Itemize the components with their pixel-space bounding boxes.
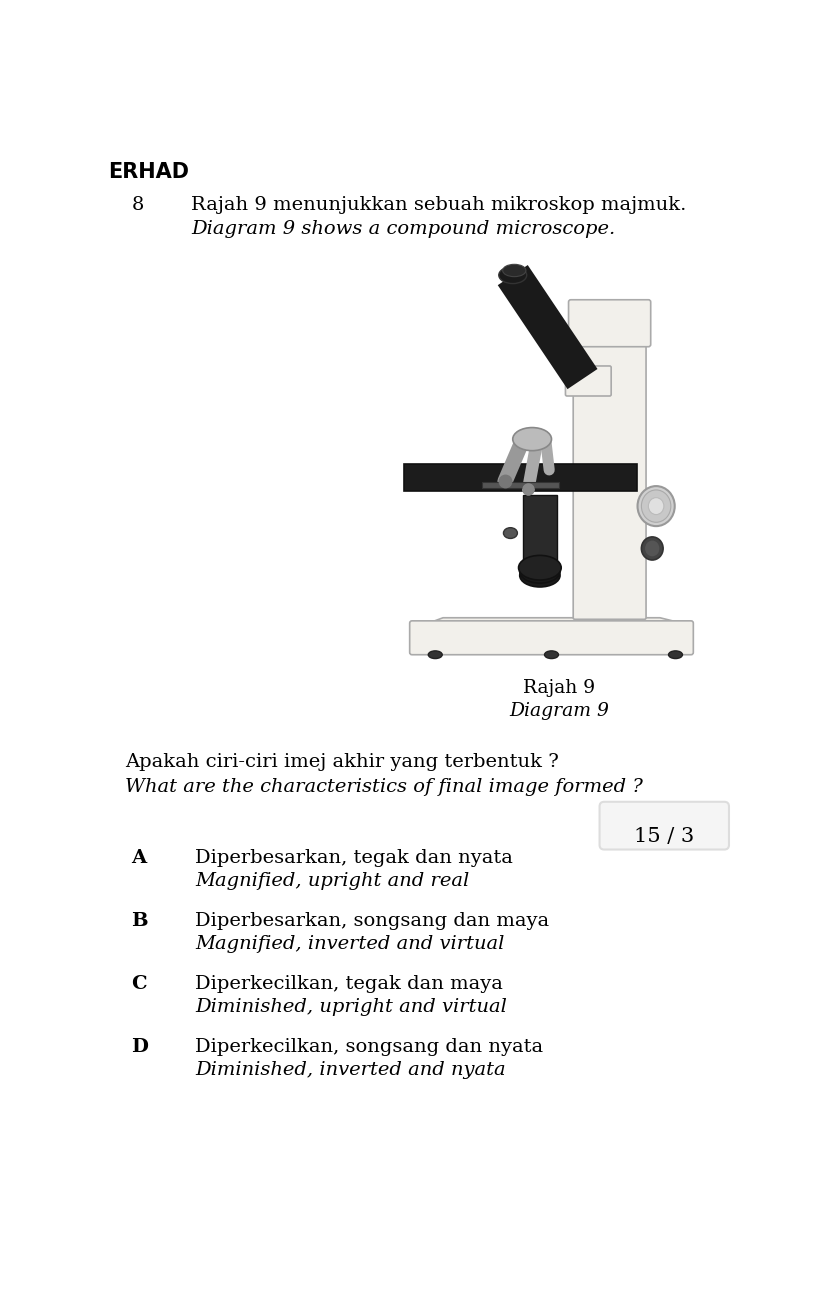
Bar: [523, 495, 557, 571]
Ellipse shape: [544, 650, 558, 658]
Text: Diperkecilkan, songsang dan nyata: Diperkecilkan, songsang dan nyata: [195, 1038, 543, 1057]
Text: B: B: [131, 912, 148, 929]
Text: Diagram 9: Diagram 9: [509, 702, 610, 720]
Text: Magnified, inverted and virtual: Magnified, inverted and virtual: [195, 935, 504, 953]
Text: Diperbesarkan, tegak dan nyata: Diperbesarkan, tegak dan nyata: [195, 849, 513, 867]
Ellipse shape: [428, 650, 442, 658]
Ellipse shape: [641, 537, 663, 559]
Text: Diminished, upright and virtual: Diminished, upright and virtual: [195, 998, 507, 1016]
Ellipse shape: [637, 485, 675, 526]
Text: Diperbesarkan, songsang dan maya: Diperbesarkan, songsang dan maya: [195, 912, 549, 929]
Text: Diperkecilkan, tegak dan maya: Diperkecilkan, tegak dan maya: [195, 975, 503, 993]
Ellipse shape: [520, 559, 560, 583]
FancyBboxPatch shape: [573, 304, 646, 619]
Text: Rajah 9 menunjukkan sebuah mikroskop majmuk.: Rajah 9 menunjukkan sebuah mikroskop maj…: [191, 196, 686, 214]
Ellipse shape: [512, 427, 552, 450]
Bar: [481, 483, 559, 488]
Text: ERHAD: ERHAD: [109, 162, 189, 182]
Ellipse shape: [668, 650, 682, 658]
Text: Rajah 9: Rajah 9: [523, 679, 596, 697]
Text: Diminished, inverted and nyata: Diminished, inverted and nyata: [195, 1062, 506, 1079]
Ellipse shape: [520, 563, 560, 587]
FancyBboxPatch shape: [410, 620, 694, 654]
Ellipse shape: [499, 266, 526, 283]
FancyBboxPatch shape: [565, 366, 611, 396]
Ellipse shape: [645, 540, 660, 557]
FancyBboxPatch shape: [600, 802, 729, 849]
Text: 8: 8: [131, 196, 144, 214]
Text: Apakah ciri-ciri imej akhir yang terbentuk ?: Apakah ciri-ciri imej akhir yang terbent…: [125, 753, 559, 771]
Polygon shape: [412, 618, 691, 649]
Text: D: D: [131, 1038, 149, 1057]
Text: A: A: [131, 849, 147, 867]
Ellipse shape: [518, 556, 561, 580]
Text: Diagram 9 shows a compound microscope.: Diagram 9 shows a compound microscope.: [191, 221, 615, 239]
Ellipse shape: [649, 497, 664, 514]
FancyBboxPatch shape: [569, 300, 650, 347]
Text: 15 / 3: 15 / 3: [634, 827, 694, 846]
Bar: [404, 463, 636, 491]
Ellipse shape: [641, 489, 671, 522]
Ellipse shape: [503, 528, 517, 539]
Ellipse shape: [503, 265, 526, 276]
Text: C: C: [131, 975, 147, 993]
Text: What are the characteristics of final image formed ?: What are the characteristics of final im…: [125, 778, 643, 796]
Text: Magnified, upright and real: Magnified, upright and real: [195, 872, 469, 890]
